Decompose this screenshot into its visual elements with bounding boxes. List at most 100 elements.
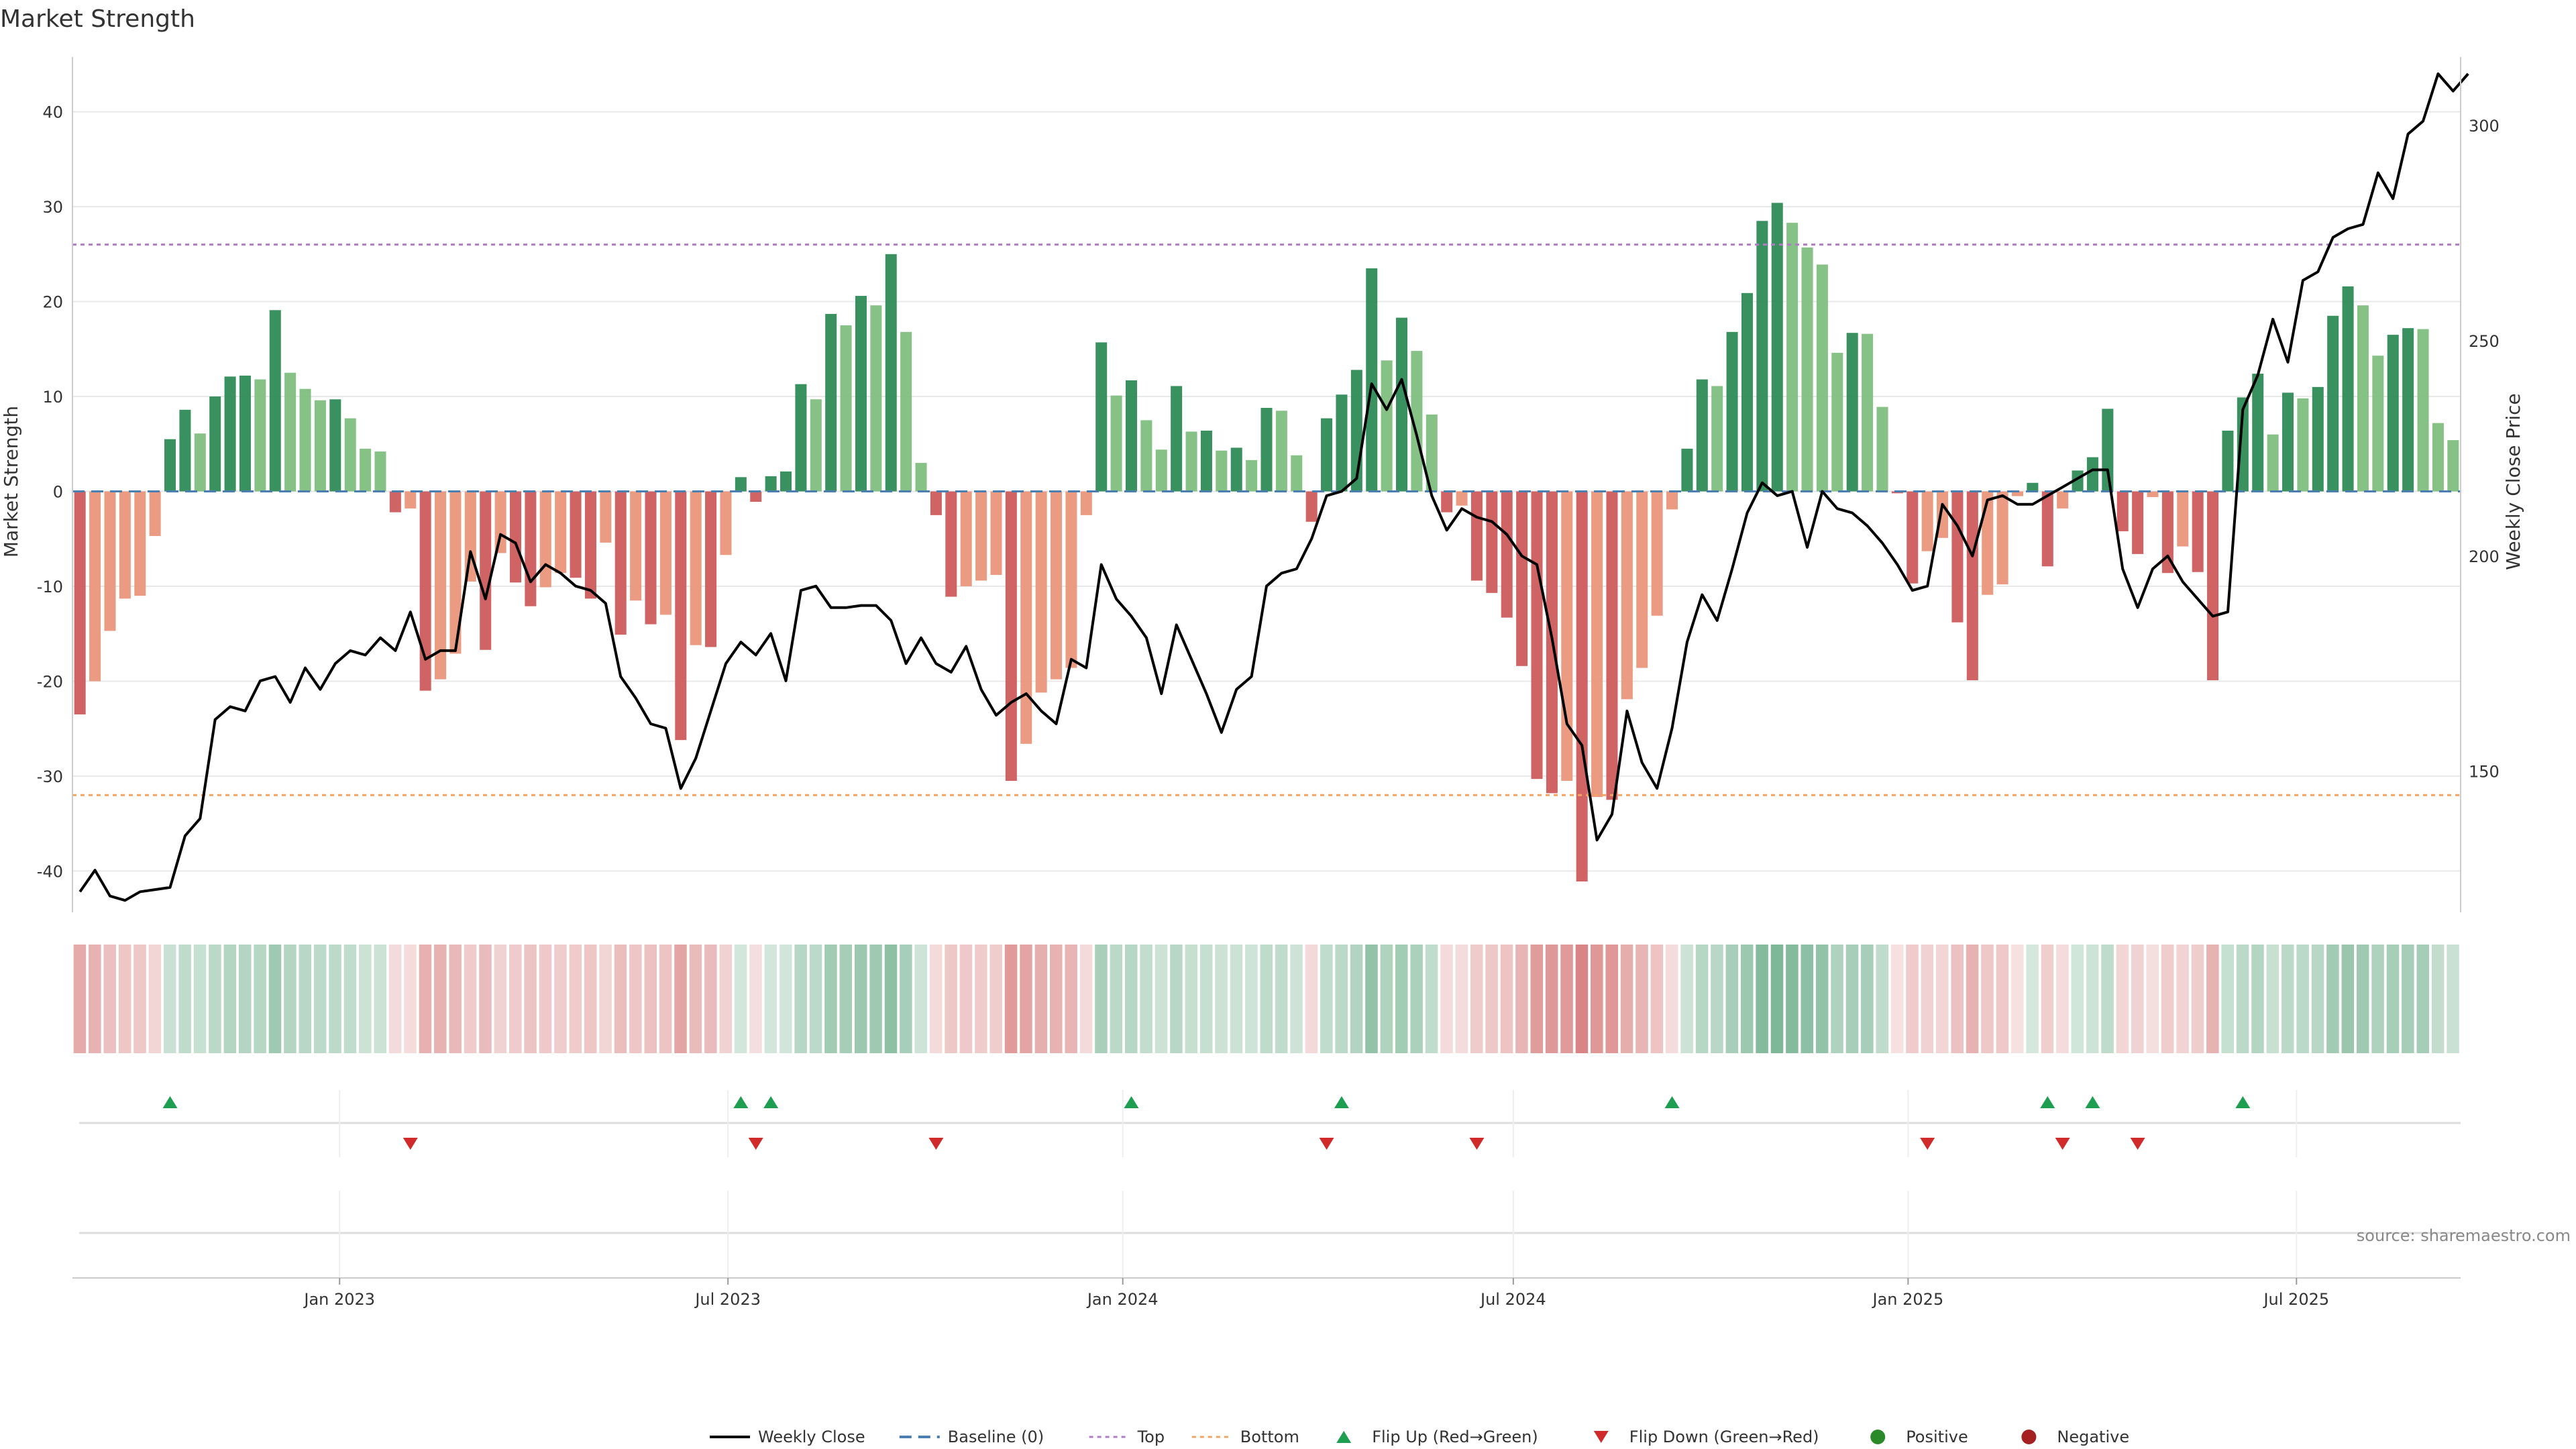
heat-cell (644, 945, 657, 1053)
heat-cell (719, 945, 732, 1053)
strength-bar (1696, 379, 1708, 492)
legend-label-negative: Negative (2057, 1428, 2129, 1446)
strength-bar (344, 418, 356, 492)
strength-bar (2192, 491, 2204, 572)
heat-cell (2161, 945, 2174, 1053)
strength-bar (600, 491, 612, 543)
heat-cell (1801, 945, 1814, 1053)
strength-bar (1621, 491, 1633, 700)
heat-cell (1815, 945, 1829, 1053)
heat-cell (1290, 945, 1303, 1053)
flip-markers-panel (79, 1090, 2461, 1157)
strength-bar (329, 399, 341, 492)
heat-cell (178, 945, 191, 1053)
strength-bar (1681, 448, 1693, 492)
heat-cell (2402, 945, 2414, 1053)
strength-bar (614, 491, 627, 635)
strength-bar (1426, 414, 1438, 492)
heat-cell (1545, 945, 1558, 1053)
y-tick-left-label: 0 (53, 483, 63, 502)
strength-bar (419, 491, 431, 691)
heat-cell (584, 945, 597, 1053)
heat-cell (223, 945, 237, 1053)
strength-bar (284, 372, 297, 492)
heat-cell (1455, 945, 1468, 1053)
heat-cell (1845, 945, 1859, 1053)
strength-bar (1516, 491, 1528, 666)
heat-cell (1786, 945, 1799, 1053)
heat-cell (2386, 945, 2400, 1053)
strength-bar (224, 376, 236, 492)
flip-down-marker (928, 1138, 944, 1150)
strength-bar (2297, 398, 2309, 492)
heat-cell (1380, 945, 1393, 1053)
strength-bar (1786, 223, 1799, 492)
heat-cell (824, 945, 837, 1053)
strength-bar (1651, 491, 1663, 616)
flip-down-marker (402, 1138, 418, 1150)
heat-cell (2131, 945, 2144, 1053)
strength-bar (209, 396, 221, 492)
strength-bar (1155, 449, 1167, 492)
heat-cell (1831, 945, 1843, 1053)
heat-cell (1620, 945, 1633, 1053)
strength-bar (1110, 395, 1122, 492)
heat-cell (2416, 945, 2430, 1053)
heat-cell (1756, 945, 1768, 1053)
heat-cell (1470, 945, 1483, 1053)
heat-cell (2086, 945, 2099, 1053)
strength-bar (2027, 482, 2039, 492)
heat-cell (404, 945, 417, 1053)
strength-bar (194, 433, 206, 492)
heat-cell (1485, 945, 1498, 1053)
strength-bar (570, 491, 582, 578)
strength-bar (1531, 491, 1543, 780)
heat-cell (494, 945, 507, 1053)
y-tick-left-label: -20 (37, 672, 63, 691)
heat-cell (1560, 945, 1573, 1053)
strength-bar (1591, 491, 1603, 798)
heat-cell (2071, 945, 2084, 1053)
strength-bar (405, 491, 417, 508)
legend-label-bottom: Bottom (1240, 1428, 1299, 1446)
legend-item-flip-up: Flip Up (Red→Green) (1336, 1428, 1538, 1446)
strength-bar (659, 491, 672, 615)
heat-cell (1605, 945, 1618, 1053)
heat-cell (1951, 945, 1964, 1053)
heat-cell (2341, 945, 2355, 1053)
flip-down-marker (1920, 1138, 1935, 1150)
x-tick-label: Jan 2024 (1086, 1290, 1159, 1309)
strength-bar (840, 325, 852, 492)
heat-cell (1695, 945, 1709, 1053)
heat-cell (629, 945, 642, 1053)
heat-cell (1140, 945, 1152, 1053)
strength-bar (900, 331, 912, 492)
strength-bar (179, 409, 191, 492)
strength-bar (449, 491, 462, 654)
strength-bar (720, 491, 732, 555)
heat-cell (1530, 945, 1544, 1053)
heat-cell (1425, 945, 1438, 1053)
heat-cell (809, 945, 822, 1053)
strength-bar (2102, 409, 2114, 492)
strength-bar (1080, 491, 1092, 515)
strength-bar (1831, 352, 1843, 492)
heat-cell (2296, 945, 2309, 1053)
heat-cell (1004, 945, 1018, 1053)
strength-bar (855, 296, 867, 492)
strength-bar (555, 491, 567, 574)
strength-bar (435, 491, 447, 680)
strength-bar (915, 463, 927, 492)
strength-bar (374, 451, 386, 492)
flip-down-marker (2130, 1138, 2145, 1150)
heat-cell (524, 945, 537, 1053)
strength-bar (675, 491, 687, 741)
heat-cell (1050, 945, 1063, 1053)
heat-cell (1740, 945, 1754, 1053)
strength-bar (1140, 420, 1152, 492)
strength-bar (1260, 408, 1273, 492)
strength-bar (1411, 351, 1423, 492)
heat-cell (2026, 945, 2039, 1053)
heat-cell (945, 945, 957, 1053)
